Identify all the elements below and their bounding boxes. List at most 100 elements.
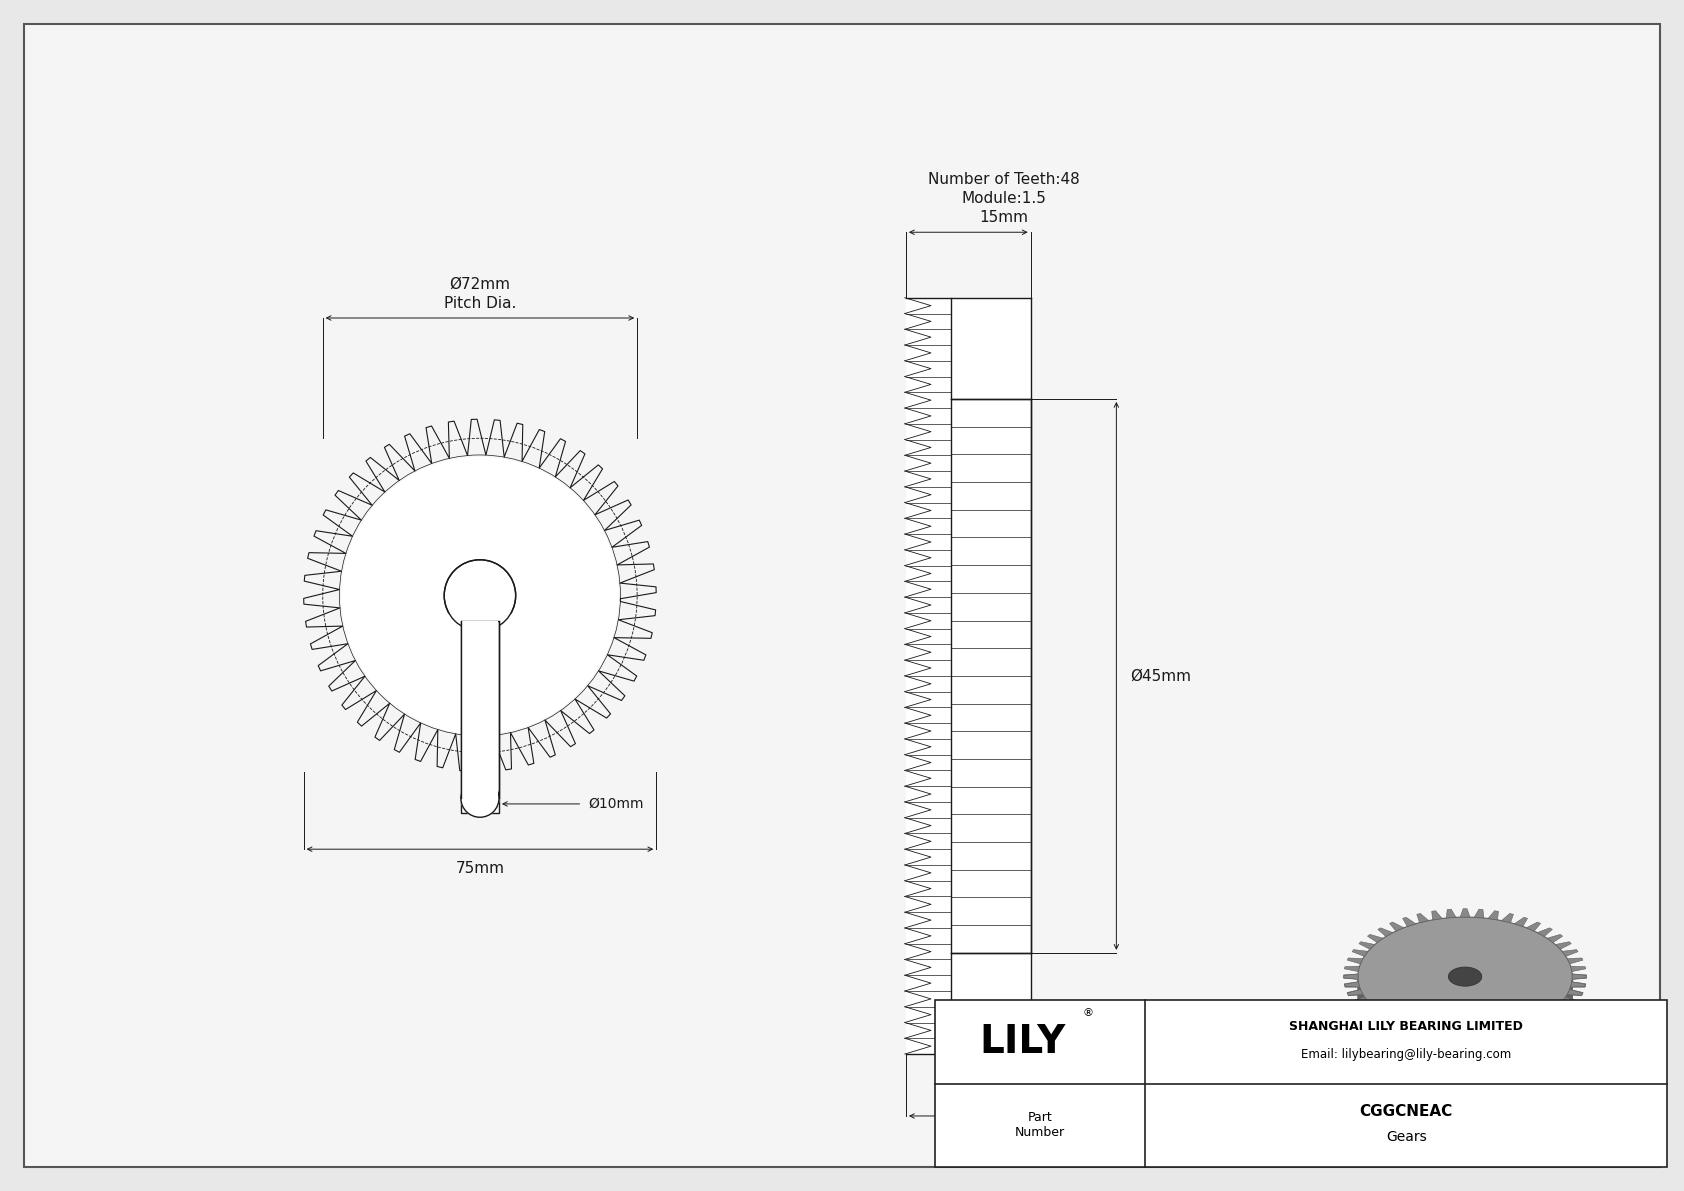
Polygon shape: [1571, 981, 1586, 1023]
Polygon shape: [1537, 1017, 1553, 1061]
Text: SHANGHAI LILY BEARING LIMITED: SHANGHAI LILY BEARING LIMITED: [1290, 1021, 1522, 1033]
Polygon shape: [1359, 942, 1374, 949]
Text: Gears: Gears: [1386, 1130, 1426, 1145]
Polygon shape: [1367, 1011, 1383, 1055]
Text: 15mm: 15mm: [980, 210, 1029, 225]
Polygon shape: [1447, 1035, 1457, 1045]
Polygon shape: [1548, 1011, 1563, 1018]
Polygon shape: [1389, 1022, 1404, 1067]
Polygon shape: [1431, 1034, 1442, 1078]
Polygon shape: [1403, 1027, 1416, 1036]
Text: ®: ®: [1083, 1009, 1093, 1018]
Polygon shape: [1548, 935, 1563, 942]
Polygon shape: [1489, 1034, 1499, 1042]
Text: Module:1.5: Module:1.5: [962, 191, 1046, 206]
Polygon shape: [1347, 958, 1362, 964]
Polygon shape: [1526, 1022, 1541, 1031]
Polygon shape: [1537, 928, 1553, 936]
Bar: [953, 400, 1029, 952]
Polygon shape: [1563, 997, 1578, 1040]
Polygon shape: [1416, 1030, 1428, 1075]
Polygon shape: [1571, 981, 1586, 987]
Polygon shape: [1352, 997, 1367, 1004]
Polygon shape: [1460, 1036, 1470, 1080]
Text: 10mm: 10mm: [967, 1093, 1015, 1109]
Circle shape: [342, 457, 618, 734]
Ellipse shape: [1448, 967, 1482, 986]
Circle shape: [461, 779, 498, 817]
Polygon shape: [1474, 909, 1484, 918]
Polygon shape: [1502, 913, 1514, 923]
Text: Part
Number: Part Number: [1015, 1111, 1064, 1140]
Polygon shape: [1357, 977, 1573, 1072]
Polygon shape: [1447, 1035, 1457, 1080]
Polygon shape: [1431, 1034, 1442, 1042]
Polygon shape: [1367, 935, 1383, 942]
Polygon shape: [1416, 1030, 1428, 1040]
Polygon shape: [1344, 974, 1357, 979]
Polygon shape: [1359, 1004, 1374, 1048]
Polygon shape: [1568, 958, 1583, 964]
Polygon shape: [1359, 1004, 1374, 1011]
Polygon shape: [1556, 1004, 1571, 1011]
Polygon shape: [1447, 909, 1457, 918]
Polygon shape: [1514, 1027, 1529, 1072]
Polygon shape: [1556, 1004, 1571, 1048]
Text: Ø10mm: Ø10mm: [588, 797, 643, 811]
Polygon shape: [1347, 990, 1362, 996]
Text: 25mm: 25mm: [943, 1125, 994, 1141]
Ellipse shape: [1357, 953, 1573, 1072]
Polygon shape: [1431, 911, 1442, 919]
Polygon shape: [1563, 997, 1578, 1004]
Polygon shape: [1489, 1034, 1499, 1078]
Text: Pitch Dia.: Pitch Dia.: [445, 295, 515, 311]
Polygon shape: [1347, 990, 1362, 1031]
Polygon shape: [1563, 949, 1578, 956]
Polygon shape: [1344, 981, 1359, 987]
Polygon shape: [1367, 1011, 1383, 1018]
Bar: [906, 298, 1031, 1054]
Polygon shape: [1568, 990, 1583, 1031]
Polygon shape: [1556, 942, 1571, 949]
Ellipse shape: [1357, 917, 1573, 1036]
Polygon shape: [1416, 913, 1428, 923]
Polygon shape: [1344, 974, 1357, 1015]
Text: Email: lilybearing@lily-bearing.com: Email: lilybearing@lily-bearing.com: [1302, 1048, 1511, 1060]
Bar: [461, 621, 498, 813]
Polygon shape: [1474, 1035, 1484, 1045]
Polygon shape: [1474, 1035, 1484, 1080]
Text: Number of Teeth:48: Number of Teeth:48: [928, 172, 1079, 187]
Polygon shape: [1378, 928, 1393, 936]
Polygon shape: [1502, 1030, 1514, 1040]
Polygon shape: [1389, 922, 1404, 931]
Polygon shape: [1573, 974, 1586, 1015]
Polygon shape: [1526, 1022, 1541, 1067]
Text: Ø72mm: Ø72mm: [450, 276, 510, 292]
Text: CGGCNEAC: CGGCNEAC: [1359, 1104, 1453, 1118]
Polygon shape: [1568, 990, 1583, 996]
Polygon shape: [1344, 966, 1359, 972]
Bar: [935, 1000, 1667, 1167]
Polygon shape: [1401, 1027, 1416, 1072]
Polygon shape: [1378, 1017, 1393, 1025]
Polygon shape: [1378, 1017, 1393, 1061]
Polygon shape: [1460, 909, 1470, 917]
Polygon shape: [1460, 1036, 1470, 1045]
Bar: [461, 621, 498, 798]
Polygon shape: [1514, 917, 1527, 927]
Polygon shape: [1352, 949, 1367, 956]
Polygon shape: [1537, 1017, 1553, 1025]
Polygon shape: [1489, 911, 1499, 919]
Polygon shape: [1571, 966, 1586, 972]
Polygon shape: [1403, 917, 1416, 927]
Polygon shape: [1389, 1022, 1404, 1031]
Polygon shape: [1502, 1030, 1514, 1075]
Text: LILY: LILY: [978, 1023, 1066, 1061]
Polygon shape: [1526, 922, 1541, 931]
Polygon shape: [1548, 1011, 1563, 1055]
Polygon shape: [1344, 981, 1359, 1023]
Polygon shape: [1514, 1027, 1527, 1036]
Text: 75mm: 75mm: [455, 861, 505, 877]
Polygon shape: [1352, 997, 1367, 1040]
Polygon shape: [1573, 974, 1586, 979]
